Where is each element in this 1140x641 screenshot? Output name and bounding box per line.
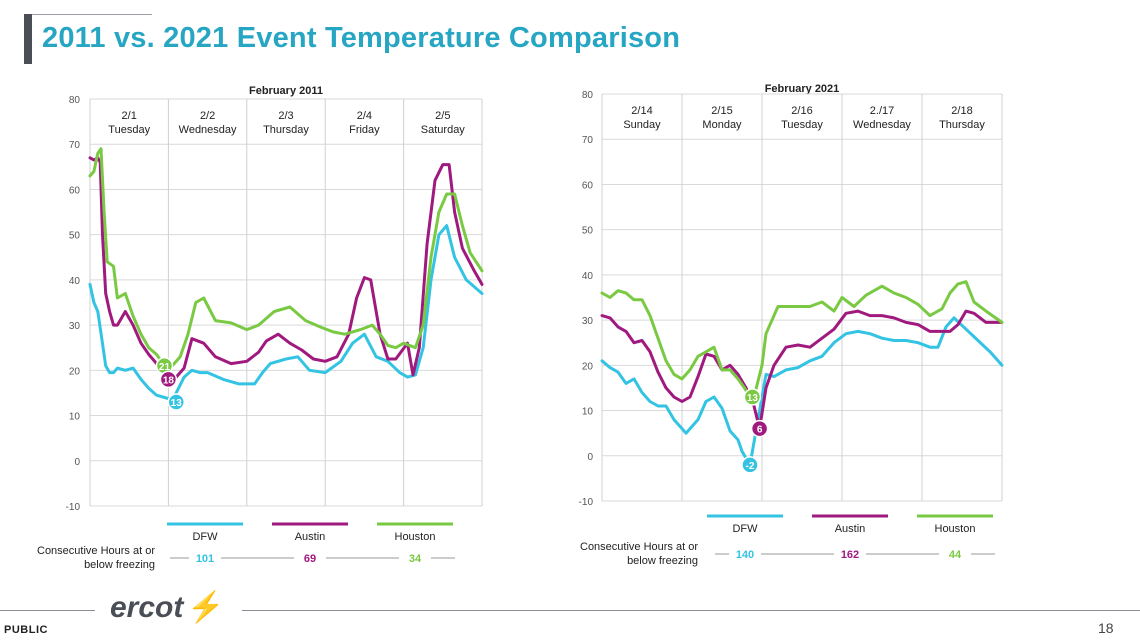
legend-label-houston: Houston: [935, 523, 976, 535]
y-tick-label: 70: [69, 140, 81, 151]
day-date-label: 2/16: [791, 105, 812, 117]
legend-label-austin: Austin: [295, 531, 326, 543]
y-tick-label: 80: [69, 95, 81, 106]
chart-feb-2011: February 2011 -10 0 10 20 30 40 50 60 70 80 2/1 Tues…: [37, 85, 484, 571]
chart-title: February 2011: [249, 85, 323, 97]
consecutive-hours-bg: [834, 547, 866, 561]
consecutive-hours-value-dfw: 140: [736, 549, 754, 561]
y-tick-label: 40: [69, 276, 81, 287]
min-temp-badge-austin: [750, 419, 769, 438]
y-tick-label: 60: [69, 185, 81, 196]
consecutive-hours-value-austin: 69: [304, 553, 316, 565]
legend-label-dfw: DFW: [192, 531, 218, 543]
min-temp-badge-dfw: [741, 456, 759, 474]
day-weekday-label: Thursday: [939, 119, 985, 131]
day-date-label: 2/1: [122, 110, 137, 122]
legend-label-dfw: DFW: [732, 523, 758, 535]
series-line-houston: [600, 280, 1004, 399]
footer-line-left: [0, 610, 95, 611]
series-line-houston: [88, 147, 484, 368]
consecutive-hours-label-line1: Consecutive Hours at or: [580, 541, 698, 553]
day-weekday-label: Tuesday: [108, 124, 150, 136]
page-title: 2011 vs. 2021 Event Temperature Comparis…: [42, 22, 681, 54]
title-accent-bar: [24, 14, 32, 64]
day-weekday-label: Sunday: [623, 119, 661, 131]
consecutive-hours-bg: [939, 547, 971, 561]
consecutive-hours-value-dfw: 101: [196, 553, 214, 565]
ercot-logo: ercot ⚡: [110, 591, 225, 624]
y-tick-label: 20: [582, 361, 594, 372]
day-weekday-label: Thursday: [263, 124, 309, 136]
min-temp-label: -2: [746, 461, 755, 472]
consecutive-hours-value-austin: 162: [841, 549, 859, 561]
day-weekday-label: Monday: [702, 119, 742, 131]
consecutive-hours-value-houston: 44: [949, 549, 962, 561]
y-tick-label: 20: [69, 366, 81, 377]
y-tick-label: 30: [582, 316, 594, 327]
y-tick-label: -10: [579, 497, 594, 508]
day-date-label: 2/4: [357, 110, 372, 122]
day-date-label: 2./17: [870, 105, 894, 117]
consecutive-hours-label-line2: below freezing: [84, 559, 155, 571]
consecutive-hours-bg: [189, 551, 221, 565]
y-tick-label: 40: [582, 271, 594, 282]
y-tick-label: 0: [74, 457, 80, 468]
y-tick-label: -10: [66, 502, 81, 513]
day-weekday-label: Wednesday: [853, 119, 911, 131]
y-tick-label: 30: [69, 321, 81, 332]
ercot-logo-mark-icon: ⚡: [187, 591, 225, 624]
legend-label-austin: Austin: [835, 523, 866, 535]
y-tick-label: 50: [69, 231, 81, 242]
day-date-label: 2/15: [711, 105, 732, 117]
day-date-label: 2/2: [200, 110, 215, 122]
consecutive-hours-label-line2: below freezing: [627, 555, 698, 567]
min-temp-badge-dfw: [167, 393, 185, 411]
day-weekday-label: Tuesday: [781, 119, 823, 131]
chart-feb-2021: February 2021 -10 0 10 20 30 40 50 60 70 80 2/14 Sun…: [579, 83, 1004, 567]
consecutive-hours-value-houston: 34: [409, 553, 422, 565]
y-tick-label: 50: [582, 226, 594, 237]
series-line-dfw: [600, 316, 1004, 467]
min-temp-label: 6: [757, 425, 763, 436]
day-date-label: 2/5: [435, 110, 450, 122]
y-tick-label: 10: [69, 412, 81, 423]
day-weekday-label: Saturday: [421, 124, 466, 136]
legend-label-houston: Houston: [395, 531, 436, 543]
consecutive-hours-bg: [294, 551, 326, 565]
y-tick-label: 60: [582, 180, 594, 191]
day-weekday-label: Wednesday: [179, 124, 237, 136]
consecutive-hours-bg: [399, 551, 431, 565]
title-rule: [32, 14, 152, 15]
min-temp-badge-houston: [743, 388, 762, 406]
page-number: 18: [1098, 620, 1114, 636]
day-date-label: 2/18: [951, 105, 972, 117]
min-temp-label: 13: [171, 398, 183, 409]
y-tick-label: 10: [582, 407, 594, 418]
series-line-austin: [600, 309, 1004, 431]
footer-classification: PUBLIC: [4, 624, 48, 636]
y-tick-label: 80: [582, 90, 594, 101]
chart-title: February 2021: [765, 83, 840, 95]
min-temp-badge-austin: [159, 370, 178, 389]
min-temp-label: 13: [747, 393, 759, 404]
min-temp-label: 21: [159, 362, 171, 373]
y-tick-label: 0: [587, 452, 593, 463]
y-tick-label: 70: [582, 135, 594, 146]
day-weekday-label: Friday: [349, 124, 380, 136]
consecutive-hours-bg: [729, 547, 761, 561]
min-temp-label: 18: [163, 375, 175, 386]
footer-line-right: [242, 610, 1140, 611]
day-date-label: 2/3: [278, 110, 293, 122]
consecutive-hours-label-line1: Consecutive Hours at or: [37, 545, 155, 557]
day-date-label: 2/14: [631, 105, 652, 117]
series-line-austin: [88, 156, 484, 381]
